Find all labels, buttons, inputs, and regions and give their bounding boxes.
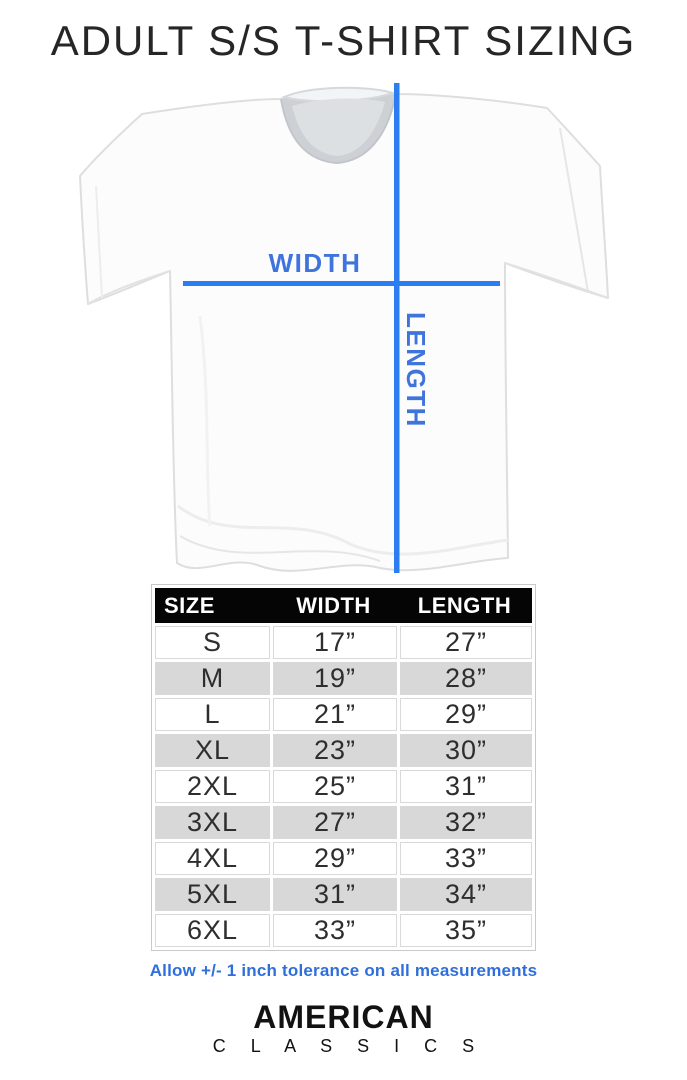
size-cell: M bbox=[155, 662, 270, 695]
table-row: 5XL 31” 34” bbox=[155, 878, 532, 911]
table-row: M 19” 28” bbox=[155, 662, 532, 695]
length-cell: 30” bbox=[400, 734, 532, 767]
size-cell: S bbox=[155, 626, 270, 659]
width-cell: 29” bbox=[273, 842, 397, 875]
size-cell: 3XL bbox=[155, 806, 270, 839]
sizing-table-header: SIZE WIDTH LENGTH bbox=[155, 588, 532, 623]
length-cell: 27” bbox=[400, 626, 532, 659]
width-label: WIDTH bbox=[269, 248, 362, 278]
length-cell: 32” bbox=[400, 806, 532, 839]
right-sleeve-fold bbox=[504, 262, 609, 299]
length-cell: 34” bbox=[400, 878, 532, 911]
length-label: LENGTH bbox=[401, 312, 431, 428]
table-row: S 17” 27” bbox=[155, 626, 532, 659]
sizing-table: SIZE WIDTH LENGTH S 17” 27” M 19” 28” L … bbox=[151, 584, 536, 951]
tshirt-body bbox=[79, 90, 609, 572]
length-cell: 29” bbox=[400, 698, 532, 731]
collar-rim bbox=[280, 93, 397, 165]
table-row: L 21” 29” bbox=[155, 698, 532, 731]
table-row: 6XL 33” 35” bbox=[155, 914, 532, 947]
brand-name: AMERICAN bbox=[253, 999, 434, 1035]
width-cell: 25” bbox=[273, 770, 397, 803]
left-sleeve-fold bbox=[95, 185, 103, 299]
table-row: 2XL 25” 31” bbox=[155, 770, 532, 803]
width-cell: 17” bbox=[273, 626, 397, 659]
length-cell: 31” bbox=[400, 770, 532, 803]
width-cell: 23” bbox=[273, 734, 397, 767]
size-cell: 6XL bbox=[155, 914, 270, 947]
size-cell: 5XL bbox=[155, 878, 270, 911]
table-row: XL 23” 30” bbox=[155, 734, 532, 767]
tolerance-note: Allow +/- 1 inch tolerance on all measur… bbox=[149, 961, 538, 980]
width-cell: 21” bbox=[273, 698, 397, 731]
left-sleeve-seam bbox=[87, 270, 171, 305]
length-cell: 28” bbox=[400, 662, 532, 695]
body-wrinkle bbox=[198, 315, 212, 527]
collar-inner-shadow bbox=[292, 98, 385, 156]
shirt-diagram: WIDTH LENGTH bbox=[0, 66, 687, 578]
header-length: LENGTH bbox=[417, 592, 512, 618]
right-sleeve-seam bbox=[559, 127, 589, 293]
header-size: SIZE bbox=[164, 592, 215, 618]
size-cell: XL bbox=[155, 734, 270, 767]
hem-wrinkle-2 bbox=[179, 535, 381, 562]
table-row: 4XL 29” 33” bbox=[155, 842, 532, 875]
size-cell: 2XL bbox=[155, 770, 270, 803]
brand-subname: C L A S S I C S bbox=[212, 1036, 485, 1056]
table-row: 3XL 27” 32” bbox=[155, 806, 532, 839]
brand-logo: AMERICAN C L A S S I C S bbox=[0, 1001, 687, 1057]
page-title: ADULT S/S T-SHIRT SIZING bbox=[50, 17, 637, 64]
width-cell: 31” bbox=[273, 878, 397, 911]
length-cell: 33” bbox=[400, 842, 532, 875]
collar-back-band bbox=[280, 86, 397, 103]
width-cell: 27” bbox=[273, 806, 397, 839]
length-measure-line bbox=[394, 83, 400, 573]
hem-wrinkle-1 bbox=[177, 504, 509, 556]
width-cell: 19” bbox=[273, 662, 397, 695]
tshirt-illustration: WIDTH LENGTH bbox=[79, 83, 609, 573]
length-cell: 35” bbox=[400, 914, 532, 947]
size-cell: L bbox=[155, 698, 270, 731]
size-cell: 4XL bbox=[155, 842, 270, 875]
width-cell: 33” bbox=[273, 914, 397, 947]
header-width: WIDTH bbox=[296, 592, 371, 618]
width-measure-line bbox=[183, 281, 500, 286]
